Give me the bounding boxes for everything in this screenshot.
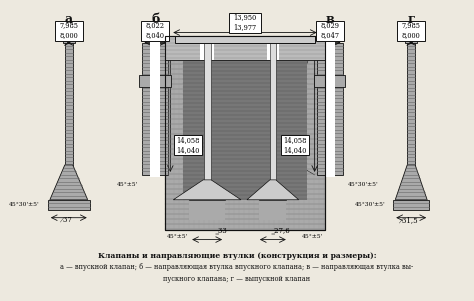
Bar [183,61,307,200]
Bar [143,42,168,175]
FancyBboxPatch shape [229,13,261,33]
Text: в: в [325,13,334,26]
Text: ̷37: ̷37 [64,216,73,224]
Text: 45°30'±5': 45°30'±5' [9,202,40,207]
Bar [314,75,346,87]
Text: ̷31,5: ̷31,5 [403,216,419,224]
Bar [317,42,343,175]
Text: 13,977: 13,977 [233,23,256,32]
Text: 13,950: 13,950 [233,14,256,22]
Text: а — впускной клапан; б — направляющая втулка впускного клапана; в — направляющая: а — впускной клапан; б — направляющая вт… [60,263,414,272]
Text: 7,985: 7,985 [59,22,78,29]
Polygon shape [173,180,241,200]
FancyBboxPatch shape [55,20,83,41]
Bar [200,36,214,61]
Bar [139,75,171,87]
Text: 45°±5': 45°±5' [117,182,138,187]
FancyBboxPatch shape [316,20,344,41]
Text: а: а [65,13,73,26]
Text: 8,047: 8,047 [320,32,339,39]
Bar [165,36,325,230]
FancyBboxPatch shape [141,20,169,41]
Polygon shape [395,165,427,200]
Text: 8,022: 8,022 [146,22,165,29]
Bar [405,29,417,42]
Bar [48,200,90,210]
Text: 14,040: 14,040 [283,146,306,154]
Text: 45°±5': 45°±5' [166,234,188,239]
Text: 8,000: 8,000 [402,32,420,39]
FancyBboxPatch shape [281,135,309,155]
Bar [407,42,415,165]
Bar [189,200,225,220]
Bar [150,41,160,177]
Text: б: б [151,13,160,26]
Text: 8,029: 8,029 [320,22,339,29]
Bar [267,36,279,61]
Bar [393,200,429,210]
Text: г: г [407,13,415,26]
Bar [325,41,335,177]
Text: 14,058: 14,058 [176,136,200,144]
Text: Клапаны и направляющие втулки (конструкция и размеры):: Клапаны и направляющие втулки (конструкц… [98,252,376,259]
Bar [165,36,325,230]
Text: 45°30'±5': 45°30'±5' [355,202,385,207]
Text: ̳33: ̳33 [219,227,228,234]
Text: 7,985: 7,985 [401,22,421,29]
Text: ̳27,6: ̳27,6 [275,227,291,234]
Text: 8,000: 8,000 [59,32,78,39]
FancyBboxPatch shape [174,135,202,155]
Bar [165,36,325,61]
Text: 14,040: 14,040 [176,146,200,154]
Text: 8,040: 8,040 [146,32,165,39]
Polygon shape [247,180,299,200]
Bar [270,36,276,180]
FancyBboxPatch shape [397,20,425,41]
Bar [65,42,73,165]
Text: 45°±5': 45°±5' [302,234,323,239]
Bar [259,200,286,220]
Bar [63,29,75,42]
Bar [175,36,315,44]
Text: 14,058: 14,058 [283,136,306,144]
Text: 45°30'±5': 45°30'±5' [347,182,378,187]
Polygon shape [50,165,88,200]
Bar [204,36,210,180]
Text: пускного клапана; г — выпускной клапан: пускного клапана; г — выпускной клапан [164,275,310,284]
